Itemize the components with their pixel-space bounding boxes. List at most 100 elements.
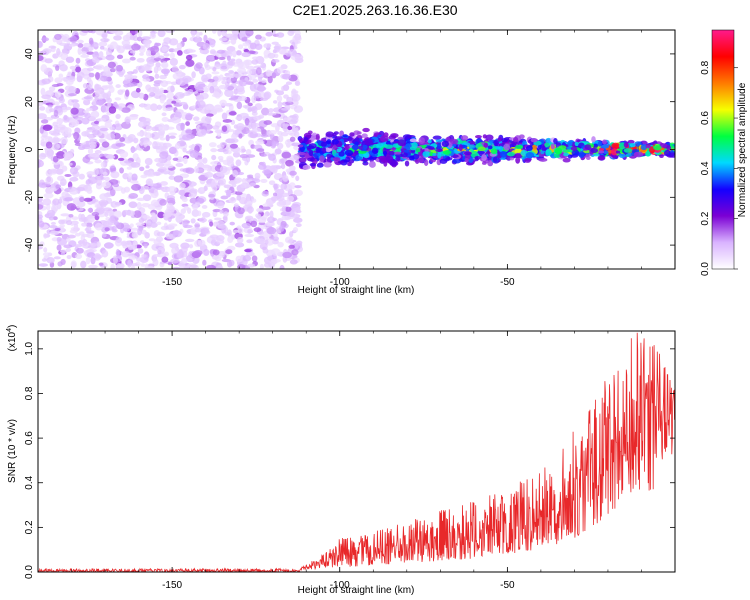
- spectrogram-dot: [283, 117, 291, 122]
- spectrogram-dot: [276, 66, 284, 74]
- spectrogram-dot: [75, 57, 81, 64]
- spectrogram-dot: [192, 204, 199, 210]
- spectrogram-dot: [274, 53, 279, 58]
- spectrogram-dot: [52, 155, 59, 163]
- spectrogram-dot: [362, 144, 368, 150]
- spectrogram-dot: [77, 47, 82, 56]
- spectrogram-dot: [209, 49, 216, 54]
- spectrogram-dot: [45, 176, 54, 185]
- spectrogram-dot: [124, 45, 132, 50]
- spectrogram-dot: [418, 137, 426, 145]
- spectrogram-dot: [149, 32, 157, 39]
- spectrogram-dot: [63, 152, 74, 160]
- spectrogram-dot: [183, 206, 190, 211]
- spectrogram-dot: [129, 34, 136, 41]
- spectrogram-dot: [347, 162, 352, 167]
- spectrogram-dot: [261, 79, 267, 84]
- spectrogram-dot: [172, 157, 179, 162]
- spectrogram-dot: [282, 251, 292, 259]
- spectrogram-dot: [257, 230, 264, 236]
- spectrogram-dot: [228, 111, 237, 116]
- spectrogram-dot: [221, 79, 227, 85]
- spectrogram-dot: [231, 30, 240, 35]
- spectrogram-dot: [60, 258, 66, 266]
- spectrogram-dot: [645, 144, 652, 149]
- spectrogram-dot: [75, 247, 84, 254]
- spectrogram-dot: [89, 153, 100, 158]
- spectrogram-dot: [64, 173, 72, 177]
- spectrogram-dot: [39, 106, 46, 111]
- spectrogram-dot: [236, 236, 244, 244]
- spectrogram-dot: [256, 215, 261, 220]
- spectrogram-dot: [171, 246, 179, 255]
- spectrogram-dot: [201, 205, 208, 209]
- spectrogram-dot: [226, 260, 233, 268]
- spectrogram-dot: [215, 220, 225, 226]
- spectrogram-dot: [172, 230, 182, 238]
- spectrogram-dot: [103, 242, 114, 249]
- spectrogram-dot: [228, 197, 237, 204]
- spectrogram-dot: [90, 195, 96, 200]
- spectrogram-dot: [258, 238, 265, 245]
- snr-x-tick-label: -150: [162, 580, 182, 591]
- spectrogram-dot: [174, 91, 185, 99]
- spectrogram-dot: [131, 183, 142, 191]
- spectrogram-dot: [204, 116, 212, 123]
- spectrogram-dot: [195, 86, 204, 92]
- spectrogram-dot: [101, 105, 109, 113]
- spectrogram-dot: [90, 242, 97, 248]
- spectrogram-dot: [60, 136, 68, 145]
- spectrogram-dot: [245, 30, 254, 37]
- spectrogram-dot: [356, 131, 362, 135]
- chart-title: C2E1.2025.263.16.36.E30: [292, 2, 458, 18]
- spectrogram-dot: [285, 81, 293, 86]
- spectrogram-dot: [150, 103, 158, 112]
- spectrogram-dot: [389, 160, 399, 167]
- spectrogram-xlabel: Height of straight line (km): [298, 285, 415, 296]
- spectrogram-dot: [61, 48, 68, 54]
- spectrogram-dot: [85, 257, 91, 265]
- spectrogram-dot: [303, 132, 312, 138]
- spectrogram-dot: [297, 151, 306, 156]
- spectrogram-dot: [268, 130, 277, 135]
- spectrogram-dot: [388, 150, 395, 156]
- spectrogram-dot: [38, 50, 46, 55]
- spectrogram-dot: [222, 119, 233, 123]
- spectrogram-dot: [154, 73, 160, 79]
- spectrogram-dot: [212, 208, 222, 213]
- spectrogram-dot: [602, 139, 608, 145]
- spectrogram-dot: [59, 64, 68, 72]
- spectrogram-dot: [74, 232, 81, 237]
- spectrogram-dot: [323, 161, 332, 168]
- spectrogram-dot: [40, 64, 48, 73]
- spectrogram-dot: [249, 42, 257, 50]
- spectrogram-dot: [217, 30, 222, 37]
- spectrogram-dot: [86, 107, 93, 112]
- spectrogram-dot: [623, 148, 633, 153]
- spectrogram-dot: [86, 67, 94, 72]
- spectrogram-dot: [393, 151, 402, 155]
- spectrogram-dot: [497, 137, 503, 142]
- spectrogram-dot: [254, 43, 263, 50]
- spectrogram-dot: [571, 149, 579, 156]
- spectrogram-dot: [95, 30, 104, 36]
- snr-x-tick-label: -50: [500, 580, 515, 591]
- spectrogram-dot: [160, 80, 169, 88]
- spectrogram-dot: [538, 157, 548, 162]
- spectrogram-dot: [185, 54, 193, 61]
- spectrogram-dot: [544, 142, 550, 148]
- spectrogram-dot: [126, 82, 135, 88]
- spectrogram-dot: [54, 91, 62, 98]
- spectrogram-dot: [513, 136, 519, 143]
- spectrogram-dot: [109, 215, 118, 224]
- spectrogram-dot: [402, 152, 408, 158]
- spectrogram-dot: [157, 248, 162, 255]
- spectrogram-dot: [163, 163, 174, 169]
- spectrogram-x-tick-label: -50: [500, 277, 515, 288]
- spectrogram-ylabel: Frequency (Hz): [7, 116, 18, 185]
- spectrogram-dot: [270, 165, 276, 173]
- spectrogram-dot: [206, 113, 214, 117]
- spectrogram-dot: [247, 107, 252, 113]
- spectrogram-dot: [88, 133, 94, 140]
- spectrogram-dot: [404, 160, 410, 167]
